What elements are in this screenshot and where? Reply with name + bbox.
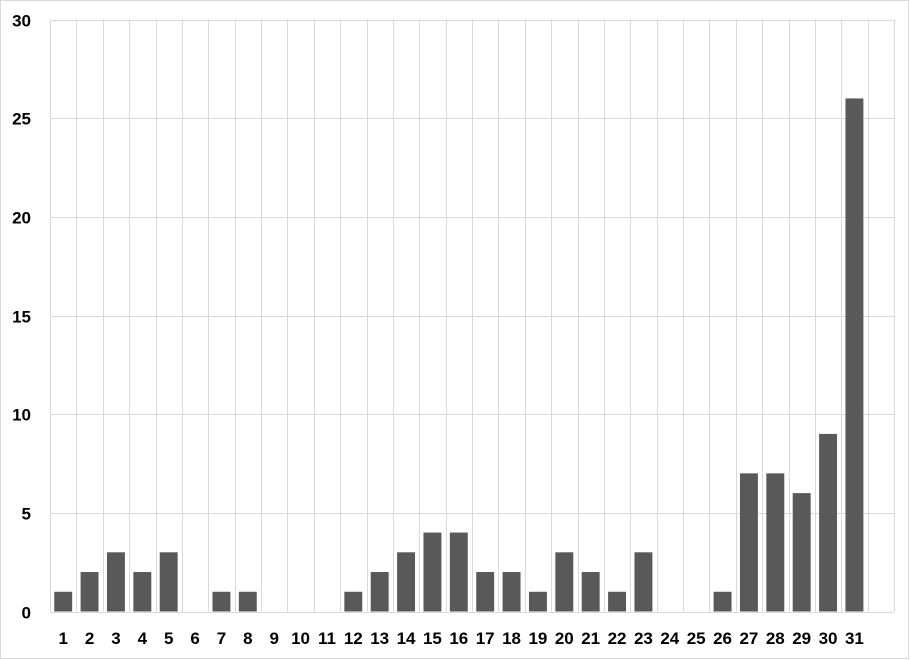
x-tick-label: 9 [269,629,278,648]
bar [739,473,758,612]
x-tick-label: 31 [845,629,864,648]
bar [634,552,653,612]
x-tick-label: 14 [397,629,416,648]
x-tick-label: 18 [502,629,521,648]
x-tick-label: 21 [581,629,600,648]
bar [555,552,574,612]
bar [397,552,416,612]
y-axis-ticks: 0 5 10 15 20 25 30 [12,12,31,623]
x-tick-label: 2 [85,629,94,648]
x-tick-label: 5 [164,629,173,648]
x-tick-label: 8 [243,629,252,648]
bar [581,572,600,612]
x-tick-label: 17 [476,629,495,648]
x-tick-label: 19 [528,629,547,648]
y-tick-label: 0 [22,604,31,623]
x-tick-label: 6 [190,629,199,648]
bar [713,591,732,612]
y-tick-label: 5 [22,505,31,524]
x-tick-label: 4 [138,629,148,648]
bar [344,591,363,612]
y-tick-label: 10 [12,406,31,425]
bar [476,572,495,612]
x-tick-label: 10 [291,629,310,648]
gridlines [50,19,895,613]
bar [502,572,521,612]
x-tick-label: 26 [713,629,732,648]
bar [792,493,811,612]
x-tick-label: 11 [318,629,336,648]
y-tick-label: 20 [12,209,31,228]
bar [528,591,547,612]
x-tick-label: 1 [58,629,67,648]
bar [845,98,864,612]
x-tick-label: 25 [687,629,706,648]
bar [212,591,231,612]
x-tick-label: 13 [370,629,389,648]
bar [608,591,627,612]
bar [159,552,178,612]
bar [423,532,442,612]
x-tick-label: 16 [449,629,468,648]
bar [819,433,838,612]
x-tick-label: 20 [555,629,574,648]
bar [106,552,125,612]
x-tick-label: 28 [766,629,785,648]
x-tick-label: 27 [739,629,758,648]
y-tick-label: 15 [12,308,31,327]
bar [238,591,257,612]
x-tick-label: 7 [217,629,226,648]
bar [370,572,389,612]
bar [54,591,73,612]
x-tick-label: 24 [660,629,679,648]
x-tick-label: 23 [634,629,653,648]
bars [54,98,864,612]
x-axis-ticks: 1 2 3 4 5 6 7 8 9 10 11 12 13 14 15 16 17 18 19 20 21 22 23 24 2… [58,629,863,648]
x-tick-label: 15 [423,629,442,648]
x-tick-label: 3 [111,629,120,648]
bar [133,572,152,612]
y-tick-label: 30 [12,12,31,31]
y-tick-label: 25 [12,110,31,129]
x-tick-label: 12 [344,629,363,648]
bar [766,473,785,612]
bar [449,532,468,612]
bar [80,572,99,612]
x-tick-label: 29 [792,629,811,648]
x-tick-label: 30 [819,629,838,648]
x-tick-label: 22 [608,629,627,648]
